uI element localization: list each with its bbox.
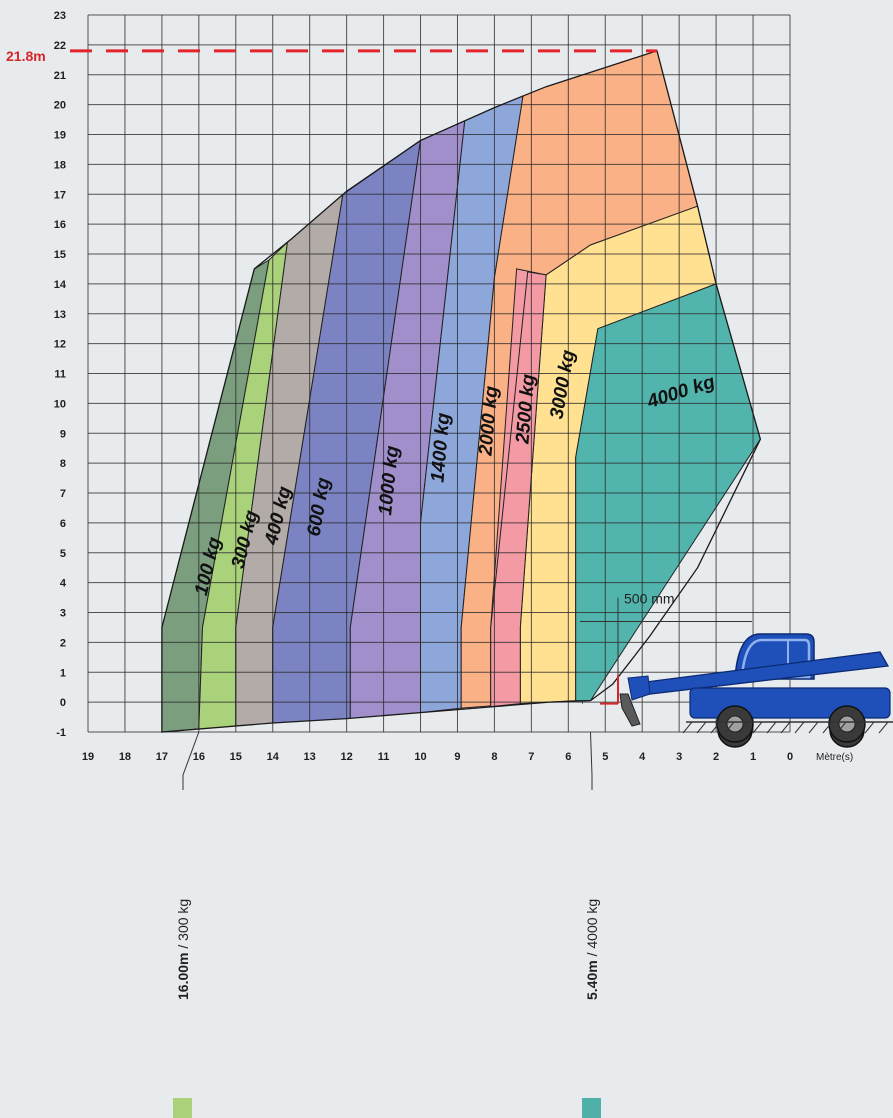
- envelope-outline: [161, 49, 762, 733]
- y-tick: 23: [54, 10, 66, 22]
- ground-hatch-mark: [766, 721, 777, 734]
- max-height-line: 21.8m: [6, 48, 657, 64]
- y-tick: 1: [60, 667, 66, 679]
- envelope-path: [161, 49, 762, 733]
- y-tick: 21: [54, 70, 66, 82]
- y-tick: 15: [54, 249, 66, 261]
- x-tick: 10: [414, 751, 426, 763]
- y-tick: 3: [60, 608, 66, 620]
- ref-leader-2: [589, 731, 593, 790]
- x-tick: 2: [713, 751, 719, 763]
- zone-4000-kg: [575, 283, 761, 702]
- ground: [682, 721, 893, 734]
- y-tick: 6: [60, 518, 66, 530]
- x-tick: 7: [528, 751, 534, 763]
- ground-hatch-mark: [752, 721, 763, 734]
- x-tick: 8: [491, 751, 497, 763]
- x-tick: 4: [639, 751, 646, 763]
- y-tick: 13: [54, 309, 66, 321]
- x-tick: 3: [676, 751, 682, 763]
- cab-window: [740, 638, 811, 679]
- y-tick: 16: [54, 219, 66, 231]
- ground-hatch-mark: [780, 721, 791, 734]
- ref-leader-1: [182, 731, 200, 790]
- ground-hatch-mark: [710, 721, 721, 734]
- ref-label-2: 5.40m / 4000 kg: [584, 899, 600, 1000]
- telehandler-icon: [619, 633, 891, 748]
- y-tick: 2: [60, 637, 66, 649]
- zone-2500-kg-band: [490, 271, 547, 708]
- y-tick: 10: [54, 398, 66, 410]
- y-tick: 14: [54, 279, 67, 291]
- ground-hatch-mark: [738, 721, 749, 734]
- ground-hatch-mark: [682, 721, 693, 734]
- x-tick: 16: [193, 751, 205, 763]
- y-tick: 4: [60, 578, 67, 590]
- x-tick: 17: [156, 751, 168, 763]
- x-tick: 14: [267, 751, 280, 763]
- y-tick: 22: [54, 40, 66, 52]
- y-tick: 7: [60, 488, 66, 500]
- y-tick: 5: [60, 548, 66, 560]
- x-tick: 12: [341, 751, 353, 763]
- ref-label-1: 16.00m / 300 kg: [175, 899, 191, 1000]
- y-tick: 8: [60, 458, 66, 470]
- x-axis-label: Mètre(s): [816, 752, 853, 763]
- x-tick: 19: [82, 751, 94, 763]
- fork-carriage: [619, 693, 641, 727]
- y-tick: 11: [54, 369, 66, 381]
- ground-hatch-mark: [822, 721, 833, 734]
- ground-hatch-mark: [724, 721, 735, 734]
- y-tick: 20: [54, 100, 66, 112]
- ref-swatch-2: [582, 1098, 601, 1118]
- reference-markers: 500 mm 16.00m / 300 kg 5.40m / 4000 kg: [173, 591, 752, 1118]
- x-tick: 13: [304, 751, 316, 763]
- boom-head: [627, 675, 651, 701]
- ground-hatch-mark: [836, 721, 847, 734]
- ground-hatch-mark: [808, 721, 819, 734]
- x-tick: 5: [602, 751, 608, 763]
- y-tick: 18: [54, 159, 66, 171]
- y-tick: 9: [60, 428, 66, 440]
- max-height-label: 21.8m: [6, 48, 46, 64]
- x-tick: 6: [565, 751, 571, 763]
- ground-hatch-mark: [850, 721, 861, 734]
- x-tick: 9: [454, 751, 460, 763]
- x-tick: 0: [787, 751, 793, 763]
- y-tick: -1: [56, 727, 66, 739]
- x-tick: 11: [378, 751, 390, 763]
- x-tick: 18: [119, 751, 131, 763]
- dim-500mm-label: 500 mm: [624, 591, 675, 607]
- y-tick: 19: [54, 130, 66, 142]
- ground-hatch-mark: [864, 721, 875, 734]
- x-tick: 15: [230, 751, 242, 763]
- y-tick: 17: [54, 189, 66, 201]
- y-tick: 12: [54, 339, 66, 351]
- ground-hatch-mark: [878, 721, 889, 734]
- grid: [87, 14, 791, 733]
- y-tick: 0: [60, 697, 66, 709]
- ref-swatch-1: [173, 1098, 192, 1118]
- ground-hatch-mark: [696, 721, 707, 734]
- axes: -101234567891011121314151617181920212223…: [54, 10, 853, 763]
- ground-hatch-mark: [794, 721, 805, 734]
- x-tick: 1: [750, 751, 756, 763]
